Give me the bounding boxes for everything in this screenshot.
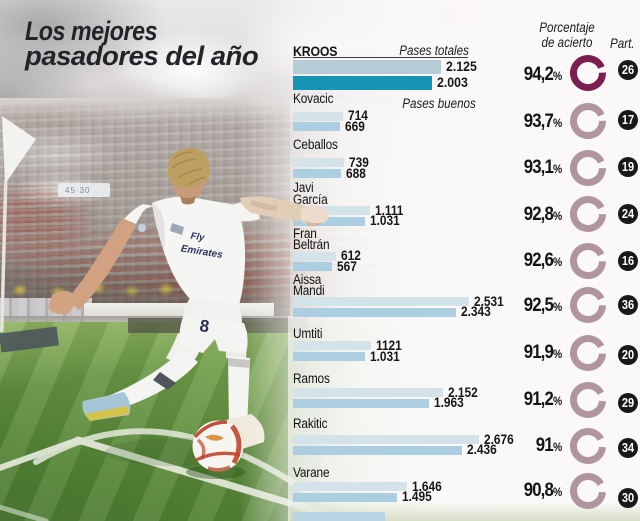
svg-text:8: 8 (198, 316, 210, 336)
svg-text:Fly: Fly (190, 231, 206, 244)
